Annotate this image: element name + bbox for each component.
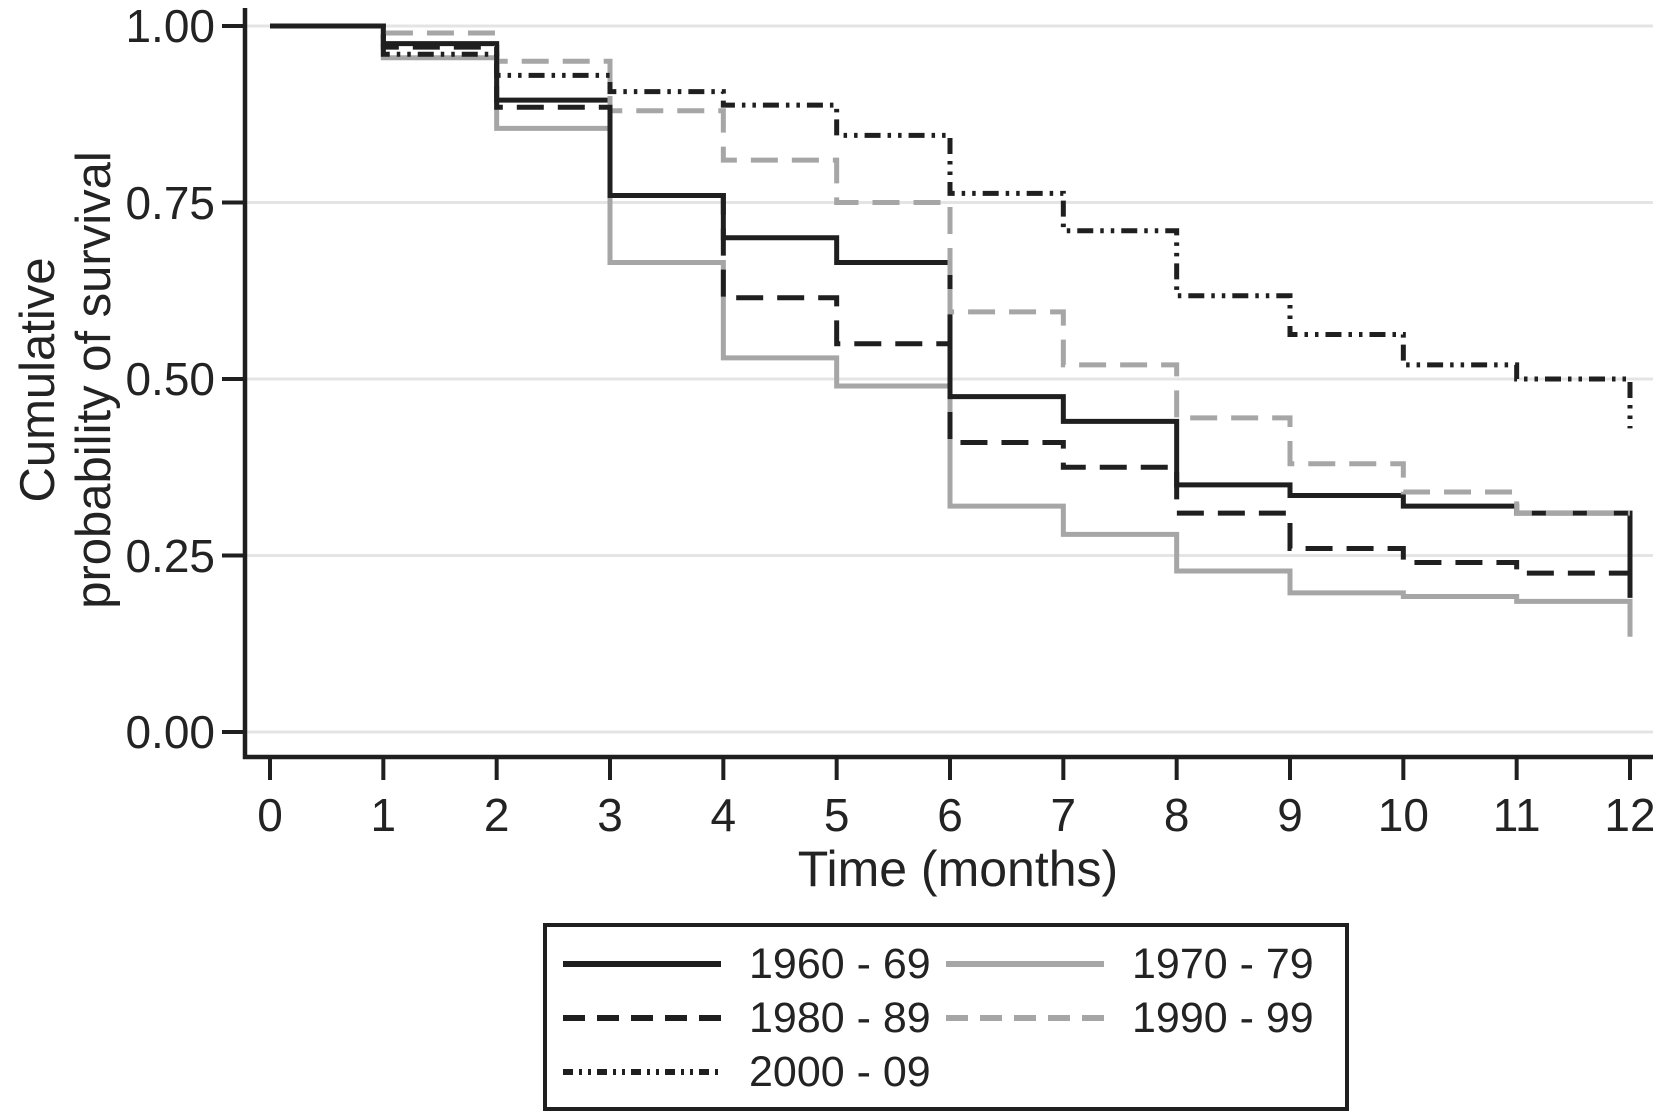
x-tick-label-11: 11 — [1492, 789, 1541, 841]
legend-swatch-1960-69-solid-black-line — [563, 961, 721, 967]
survival-curve-2000-09 — [270, 23, 1633, 429]
x-tick-label-1: 1 — [370, 789, 397, 841]
legend-label-1960-69: 1960 - 69 — [749, 939, 931, 988]
x-tick-label-2: 2 — [483, 789, 510, 841]
x-tick-label-10: 10 — [1377, 789, 1429, 841]
legend-swatch-1970-79-solid-gray-line — [946, 961, 1104, 967]
legend-swatch-2000-09-dash-dot-dot-black-line — [563, 1069, 721, 1075]
x-tick-label-7: 7 — [1050, 789, 1077, 841]
legend-swatch-1980-89-dashed-black-line — [563, 1015, 721, 1021]
y-tick-label-0.00: 0.00 — [125, 706, 215, 758]
x-tick-label-0: 0 — [257, 789, 283, 841]
survival-curve-1970-79 — [270, 23, 1633, 637]
survival-curve-1980-89 — [270, 23, 1633, 577]
legend-label-1990-99: 1990 - 99 — [1132, 993, 1314, 1042]
x-axis-title: Time (months) — [797, 841, 1119, 897]
y-axis-title-line-1: Cumulative — [11, 257, 65, 503]
legend-item-1970-79: 1970 - 79 — [946, 940, 1329, 989]
x-tick-label-8: 8 — [1163, 789, 1190, 841]
y-axis-title-line-2: probability of survival — [67, 151, 121, 609]
legend-label-2000-09: 2000 - 09 — [749, 1047, 931, 1096]
y-tick-label-0.25: 0.25 — [125, 529, 215, 582]
legend-label-1980-89: 1980 - 89 — [749, 993, 931, 1042]
legend-item-1990-99: 1990 - 99 — [946, 994, 1329, 1043]
x-tick-label-6: 6 — [937, 789, 963, 841]
x-tick-label-4: 4 — [710, 789, 737, 841]
y-tick-label-0.50: 0.50 — [125, 353, 215, 405]
legend-swatch-1990-99-dashed-gray-line — [946, 1015, 1104, 1021]
x-tick-label-9: 9 — [1277, 789, 1303, 841]
x-tick-label-3: 3 — [597, 789, 623, 841]
legend-item-2000-09: 2000 - 09 — [563, 1048, 946, 1097]
y-tick-label-0.75: 0.75 — [125, 176, 215, 229]
y-axis-title: Cumulative probability of survival — [10, 151, 122, 609]
legend-label-1970-79: 1970 - 79 — [1132, 939, 1314, 988]
x-tick-label-5: 5 — [823, 789, 850, 841]
x-tick-label-12: 12 — [1604, 789, 1653, 841]
legend-item-1980-89: 1980 - 89 — [563, 994, 946, 1043]
axis-spines — [242, 8, 1653, 760]
legend-box: 1960 - 69 1970 - 79 1980 - 89 1990 - 99 … — [543, 923, 1349, 1111]
legend-item-1960-69: 1960 - 69 — [563, 940, 946, 989]
y-tick-label-1.00: 1.00 — [125, 0, 215, 52]
